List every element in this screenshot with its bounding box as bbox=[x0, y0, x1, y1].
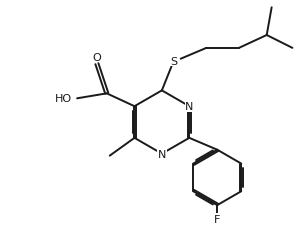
Text: N: N bbox=[158, 149, 166, 159]
Text: N: N bbox=[185, 102, 194, 112]
Text: F: F bbox=[214, 214, 220, 224]
Text: O: O bbox=[92, 52, 101, 62]
Text: HO: HO bbox=[55, 94, 72, 104]
Text: S: S bbox=[170, 56, 177, 66]
